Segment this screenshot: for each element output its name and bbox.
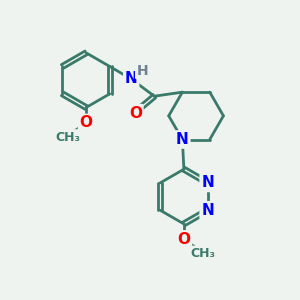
Text: N: N xyxy=(201,203,214,218)
Text: N: N xyxy=(201,176,214,190)
Text: N: N xyxy=(125,71,138,86)
Text: CH₃: CH₃ xyxy=(55,131,80,144)
Text: H: H xyxy=(137,64,148,78)
Text: N: N xyxy=(176,132,189,147)
Text: O: O xyxy=(177,232,190,247)
Text: CH₃: CH₃ xyxy=(191,247,216,260)
Text: O: O xyxy=(80,116,93,130)
Text: O: O xyxy=(129,106,142,121)
